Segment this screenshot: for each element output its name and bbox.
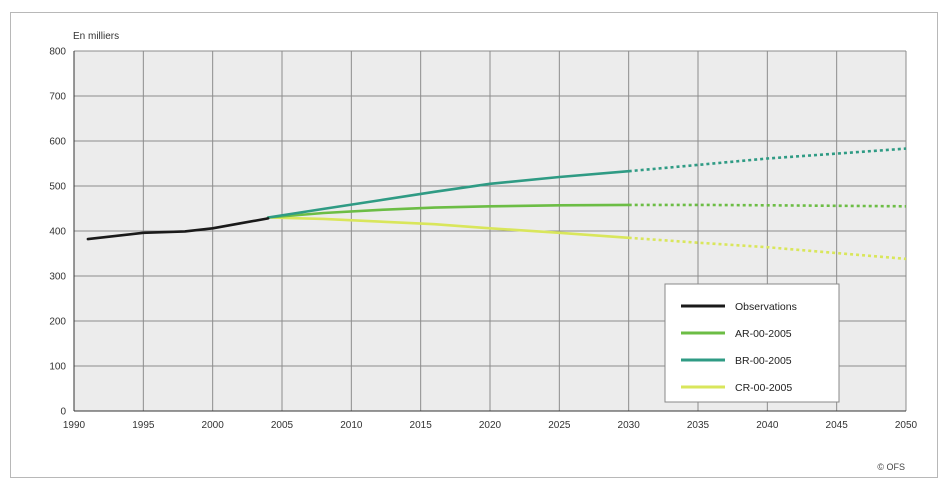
- series-line-cr-00-2005: [266, 216, 631, 240]
- x-tick-label: 2005: [271, 420, 294, 431]
- y-tick-label: 800: [49, 47, 66, 58]
- y-tick-label: 100: [49, 362, 66, 373]
- axes: 0 100 200 300 400 500 600 700 800 1990 1995 2000 200…: [49, 47, 917, 432]
- x-tick-label: 2040: [756, 420, 779, 431]
- y-tick-label: 700: [49, 92, 66, 103]
- y-tick-label: 400: [49, 227, 66, 238]
- y-tick-label: 200: [49, 317, 66, 328]
- legend-label: AR-00-2005: [735, 328, 792, 340]
- x-tick-label: 2025: [548, 420, 571, 431]
- x-tick-label: 2010: [340, 420, 363, 431]
- series-line-ar-00-2005: [266, 203, 631, 219]
- x-tick-label: 2020: [479, 420, 502, 431]
- series-line-observations: [86, 217, 270, 241]
- x-tick-label: 1990: [63, 420, 86, 431]
- series-projection-br-00-2005: [628, 147, 907, 173]
- series-line-br-00-2005: [266, 169, 631, 219]
- source-credit: © OFS: [877, 462, 905, 472]
- y-tick-label: 500: [49, 182, 66, 193]
- y-tick-label: 0: [60, 407, 66, 418]
- x-tick-label: 2030: [618, 420, 641, 431]
- legend-label: Observations: [735, 301, 797, 313]
- x-tick-label: 1995: [132, 420, 155, 431]
- y-tick-label: 600: [49, 137, 66, 148]
- x-tick-label: 2015: [410, 420, 433, 431]
- y-unit-label: En milliers: [73, 31, 119, 42]
- legend-label: BR-00-2005: [735, 355, 792, 367]
- x-tick-label: 2050: [895, 420, 918, 431]
- x-tick-label: 2045: [826, 420, 849, 431]
- series-lines: [86, 147, 907, 261]
- chart-frame: 0 100 200 300 400 500 600 700 800 1990 1995 2000 200…: [10, 12, 938, 478]
- legend: Observations AR-00-2005 BR-00-2005 CR-00-20…: [664, 283, 840, 403]
- line-chart: 0 100 200 300 400 500 600 700 800 1990 1995 2000 200…: [49, 31, 917, 472]
- legend-label: CR-00-2005: [735, 382, 792, 394]
- y-tick-label: 300: [49, 272, 66, 283]
- series-projection-ar-00-2005: [628, 203, 907, 208]
- x-tick-label: 2000: [202, 420, 225, 431]
- legend-box: [664, 283, 840, 403]
- x-tick-label: 2035: [687, 420, 710, 431]
- series-projection-cr-00-2005: [628, 236, 907, 261]
